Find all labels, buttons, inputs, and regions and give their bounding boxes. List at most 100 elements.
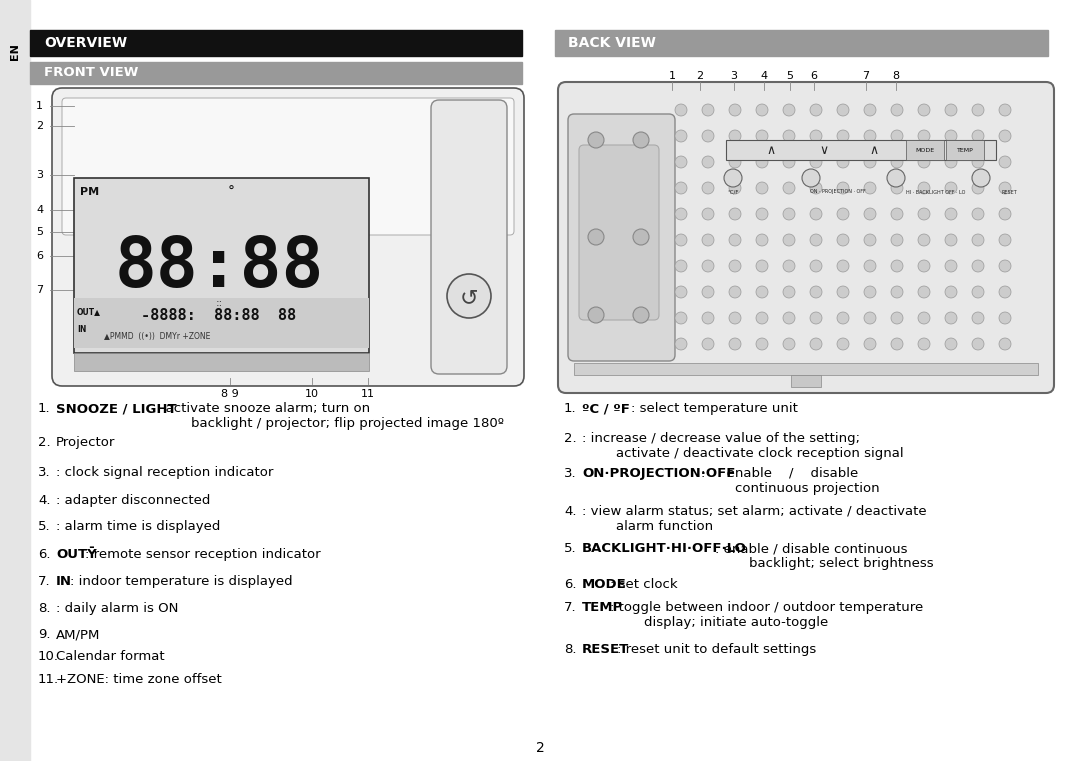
Text: TEMP: TEMP (957, 148, 973, 152)
Text: RESET: RESET (1001, 189, 1017, 195)
Circle shape (864, 130, 876, 142)
Circle shape (972, 312, 984, 324)
Circle shape (999, 338, 1011, 350)
Circle shape (945, 234, 957, 246)
Circle shape (945, 286, 957, 298)
Text: 6: 6 (810, 71, 818, 81)
Text: 5.: 5. (564, 542, 577, 555)
Circle shape (675, 156, 687, 168)
Circle shape (972, 104, 984, 116)
Circle shape (810, 338, 822, 350)
Text: ∧: ∧ (767, 144, 775, 157)
Circle shape (756, 156, 768, 168)
Circle shape (729, 234, 741, 246)
Circle shape (837, 182, 849, 194)
Text: : remote sensor reception indicator: : remote sensor reception indicator (85, 548, 321, 561)
Circle shape (588, 132, 604, 148)
Circle shape (837, 286, 849, 298)
Text: 8.: 8. (38, 602, 51, 615)
Text: 1.: 1. (38, 402, 51, 415)
Bar (726, 140, 996, 160)
Bar (906, 140, 944, 160)
Text: 1: 1 (669, 71, 675, 81)
Text: SNOOZE / LIGHT: SNOOZE / LIGHT (56, 402, 177, 415)
Circle shape (891, 182, 903, 194)
Circle shape (891, 260, 903, 272)
Circle shape (729, 104, 741, 116)
Circle shape (783, 104, 795, 116)
Circle shape (756, 130, 768, 142)
Text: OUT▲: OUT▲ (77, 307, 102, 317)
Text: HI · BACKLIGHT OFF · LO: HI · BACKLIGHT OFF · LO (906, 189, 966, 195)
Circle shape (588, 307, 604, 323)
Circle shape (729, 130, 741, 142)
Circle shape (918, 208, 930, 220)
Circle shape (783, 260, 795, 272)
Circle shape (810, 312, 822, 324)
Text: :     enable    /    disable
        continuous projection: : enable / disable continuous projection (701, 467, 879, 495)
Text: 88:88: 88:88 (114, 234, 324, 301)
Circle shape (945, 104, 957, 116)
Circle shape (972, 169, 990, 187)
Text: 1.: 1. (564, 402, 577, 415)
Circle shape (918, 286, 930, 298)
Circle shape (729, 156, 741, 168)
Circle shape (837, 104, 849, 116)
Text: : daily alarm is ON: : daily alarm is ON (56, 602, 178, 615)
Circle shape (810, 286, 822, 298)
Bar (30, 62, 522, 84)
Text: Calendar format: Calendar format (56, 650, 164, 663)
Circle shape (945, 338, 957, 350)
Circle shape (729, 208, 741, 220)
Text: TEMP: TEMP (582, 601, 623, 614)
Text: AM/PM: AM/PM (56, 628, 100, 641)
Text: BACK VIEW: BACK VIEW (568, 36, 656, 50)
Bar (791, 375, 821, 387)
Text: °C/F: °C/F (727, 189, 739, 195)
Text: OVERVIEW: OVERVIEW (44, 36, 127, 50)
Text: MODE: MODE (916, 148, 934, 152)
Circle shape (810, 208, 822, 220)
FancyBboxPatch shape (558, 82, 1054, 393)
Circle shape (999, 208, 1011, 220)
Bar (75, 353, 369, 371)
Text: ∨: ∨ (820, 144, 828, 157)
Circle shape (918, 312, 930, 324)
Circle shape (999, 312, 1011, 324)
Text: MODE: MODE (582, 578, 626, 591)
Text: PM: PM (80, 187, 99, 197)
Text: 6.: 6. (38, 548, 51, 561)
Circle shape (729, 260, 741, 272)
Text: ::: :: (215, 298, 222, 308)
Circle shape (918, 156, 930, 168)
Text: 5.: 5. (38, 520, 51, 533)
Circle shape (918, 182, 930, 194)
Circle shape (837, 338, 849, 350)
Circle shape (810, 156, 822, 168)
Circle shape (837, 156, 849, 168)
Circle shape (891, 130, 903, 142)
Text: 3: 3 (36, 170, 43, 180)
Circle shape (447, 274, 491, 318)
Circle shape (891, 312, 903, 324)
Circle shape (756, 260, 768, 272)
Circle shape (783, 208, 795, 220)
Circle shape (999, 104, 1011, 116)
Text: +ZONE: time zone offset: +ZONE: time zone offset (56, 673, 221, 686)
Bar (0, 0, 30, 761)
Text: 2: 2 (36, 121, 43, 131)
Circle shape (756, 312, 768, 324)
Circle shape (675, 260, 687, 272)
Text: 7: 7 (863, 71, 869, 81)
Text: IN: IN (56, 575, 72, 588)
Circle shape (675, 130, 687, 142)
Circle shape (864, 208, 876, 220)
Circle shape (972, 338, 984, 350)
Circle shape (864, 182, 876, 194)
Circle shape (837, 208, 849, 220)
Circle shape (999, 182, 1011, 194)
Circle shape (891, 338, 903, 350)
Text: 4.: 4. (564, 505, 577, 518)
Circle shape (810, 130, 822, 142)
Text: : clock signal reception indicator: : clock signal reception indicator (56, 466, 273, 479)
